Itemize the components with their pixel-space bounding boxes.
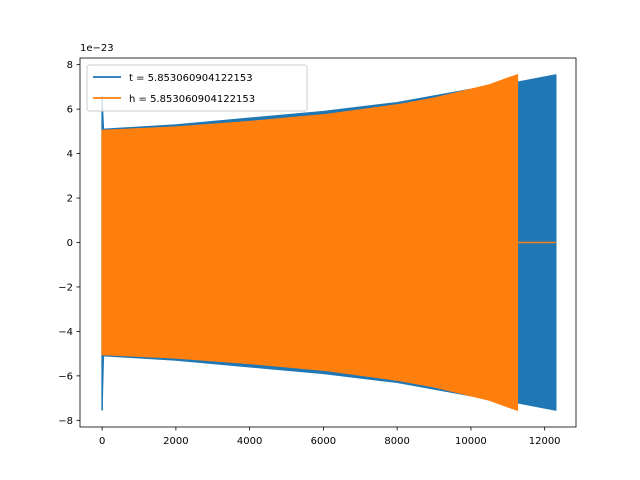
x-tick-label: 12000 — [529, 436, 561, 447]
y-tick-label: −4 — [58, 327, 73, 338]
y-tick-label: 2 — [67, 194, 73, 205]
legend: t = 5.853060904122153 h = 5.8530609041221… — [86, 64, 308, 112]
x-tick-label: 2000 — [163, 436, 188, 447]
plot-area — [101, 73, 557, 412]
y-tick-label: 8 — [67, 60, 73, 71]
series-h — [101, 73, 556, 412]
x-tick-label: 10000 — [455, 436, 487, 447]
y-tick-label: −2 — [58, 282, 73, 293]
legend-label: t = 5.853060904122153 — [129, 73, 253, 84]
x-tick-label: 0 — [99, 436, 105, 447]
ticks: 0 2000 4000 6000 8000 10000 12000 −8 −6 −4 −2 0 2 4 6 8 — [58, 60, 560, 447]
y-tick-label: −8 — [58, 416, 73, 427]
x-tick-label: 8000 — [384, 436, 409, 447]
x-tick-label: 4000 — [237, 436, 262, 447]
y-tick-label: 4 — [67, 149, 73, 160]
y-tick-label: −6 — [58, 371, 73, 382]
legend-box — [86, 64, 308, 112]
legend-label: h = 5.853060904122153 — [129, 94, 255, 105]
y-tick-label: 0 — [67, 238, 73, 249]
y-tick-label: 6 — [67, 105, 73, 116]
y-offset-label: 1e−23 — [80, 43, 114, 54]
x-tick-label: 6000 — [311, 436, 336, 447]
